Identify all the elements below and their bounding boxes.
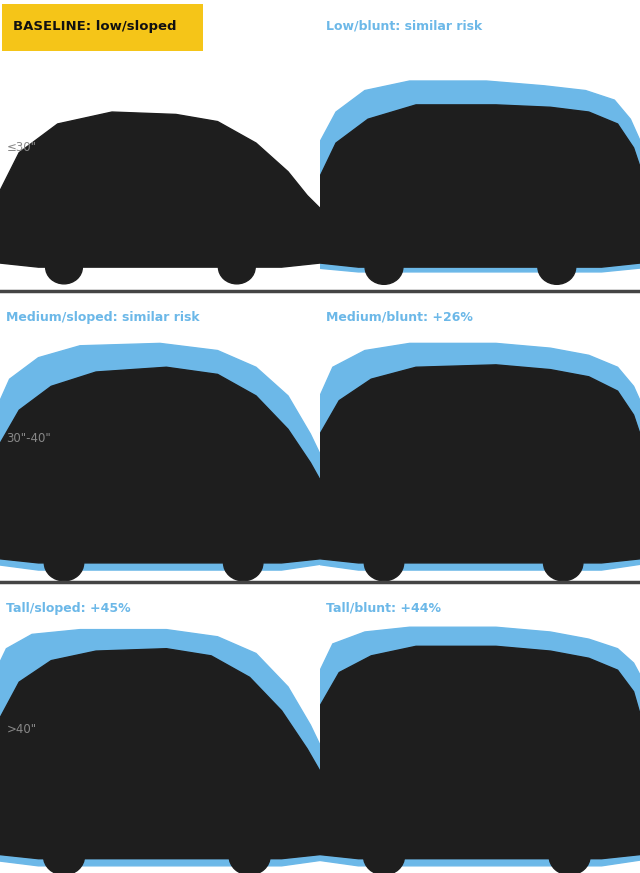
Polygon shape bbox=[314, 105, 640, 267]
Polygon shape bbox=[307, 81, 640, 272]
Polygon shape bbox=[314, 365, 640, 563]
Polygon shape bbox=[0, 343, 330, 570]
Circle shape bbox=[45, 251, 83, 284]
Text: Medium/sloped: similar risk: Medium/sloped: similar risk bbox=[6, 311, 200, 324]
Text: 30"-40": 30"-40" bbox=[6, 432, 51, 445]
Circle shape bbox=[229, 838, 270, 873]
Text: Tall/blunt: +44%: Tall/blunt: +44% bbox=[326, 601, 442, 615]
Text: >40": >40" bbox=[6, 724, 36, 736]
Text: ≤30": ≤30" bbox=[6, 141, 36, 155]
Polygon shape bbox=[0, 368, 326, 563]
Circle shape bbox=[44, 838, 84, 873]
Polygon shape bbox=[0, 629, 333, 866]
Polygon shape bbox=[0, 112, 326, 267]
Circle shape bbox=[538, 250, 576, 285]
Polygon shape bbox=[307, 627, 640, 866]
Circle shape bbox=[44, 545, 84, 581]
Circle shape bbox=[543, 545, 583, 581]
Polygon shape bbox=[0, 649, 326, 859]
Polygon shape bbox=[314, 646, 640, 859]
FancyBboxPatch shape bbox=[2, 4, 204, 51]
Text: Tall/sloped: +45%: Tall/sloped: +45% bbox=[6, 601, 131, 615]
Text: BASELINE: low/sloped: BASELINE: low/sloped bbox=[13, 20, 176, 32]
Circle shape bbox=[218, 251, 255, 284]
Circle shape bbox=[365, 250, 403, 285]
Circle shape bbox=[364, 838, 404, 873]
Circle shape bbox=[549, 838, 590, 873]
Text: Medium/blunt: +26%: Medium/blunt: +26% bbox=[326, 311, 473, 324]
Text: Low/blunt: similar risk: Low/blunt: similar risk bbox=[326, 20, 483, 32]
Polygon shape bbox=[307, 343, 640, 570]
Circle shape bbox=[364, 545, 404, 581]
Circle shape bbox=[223, 545, 263, 581]
